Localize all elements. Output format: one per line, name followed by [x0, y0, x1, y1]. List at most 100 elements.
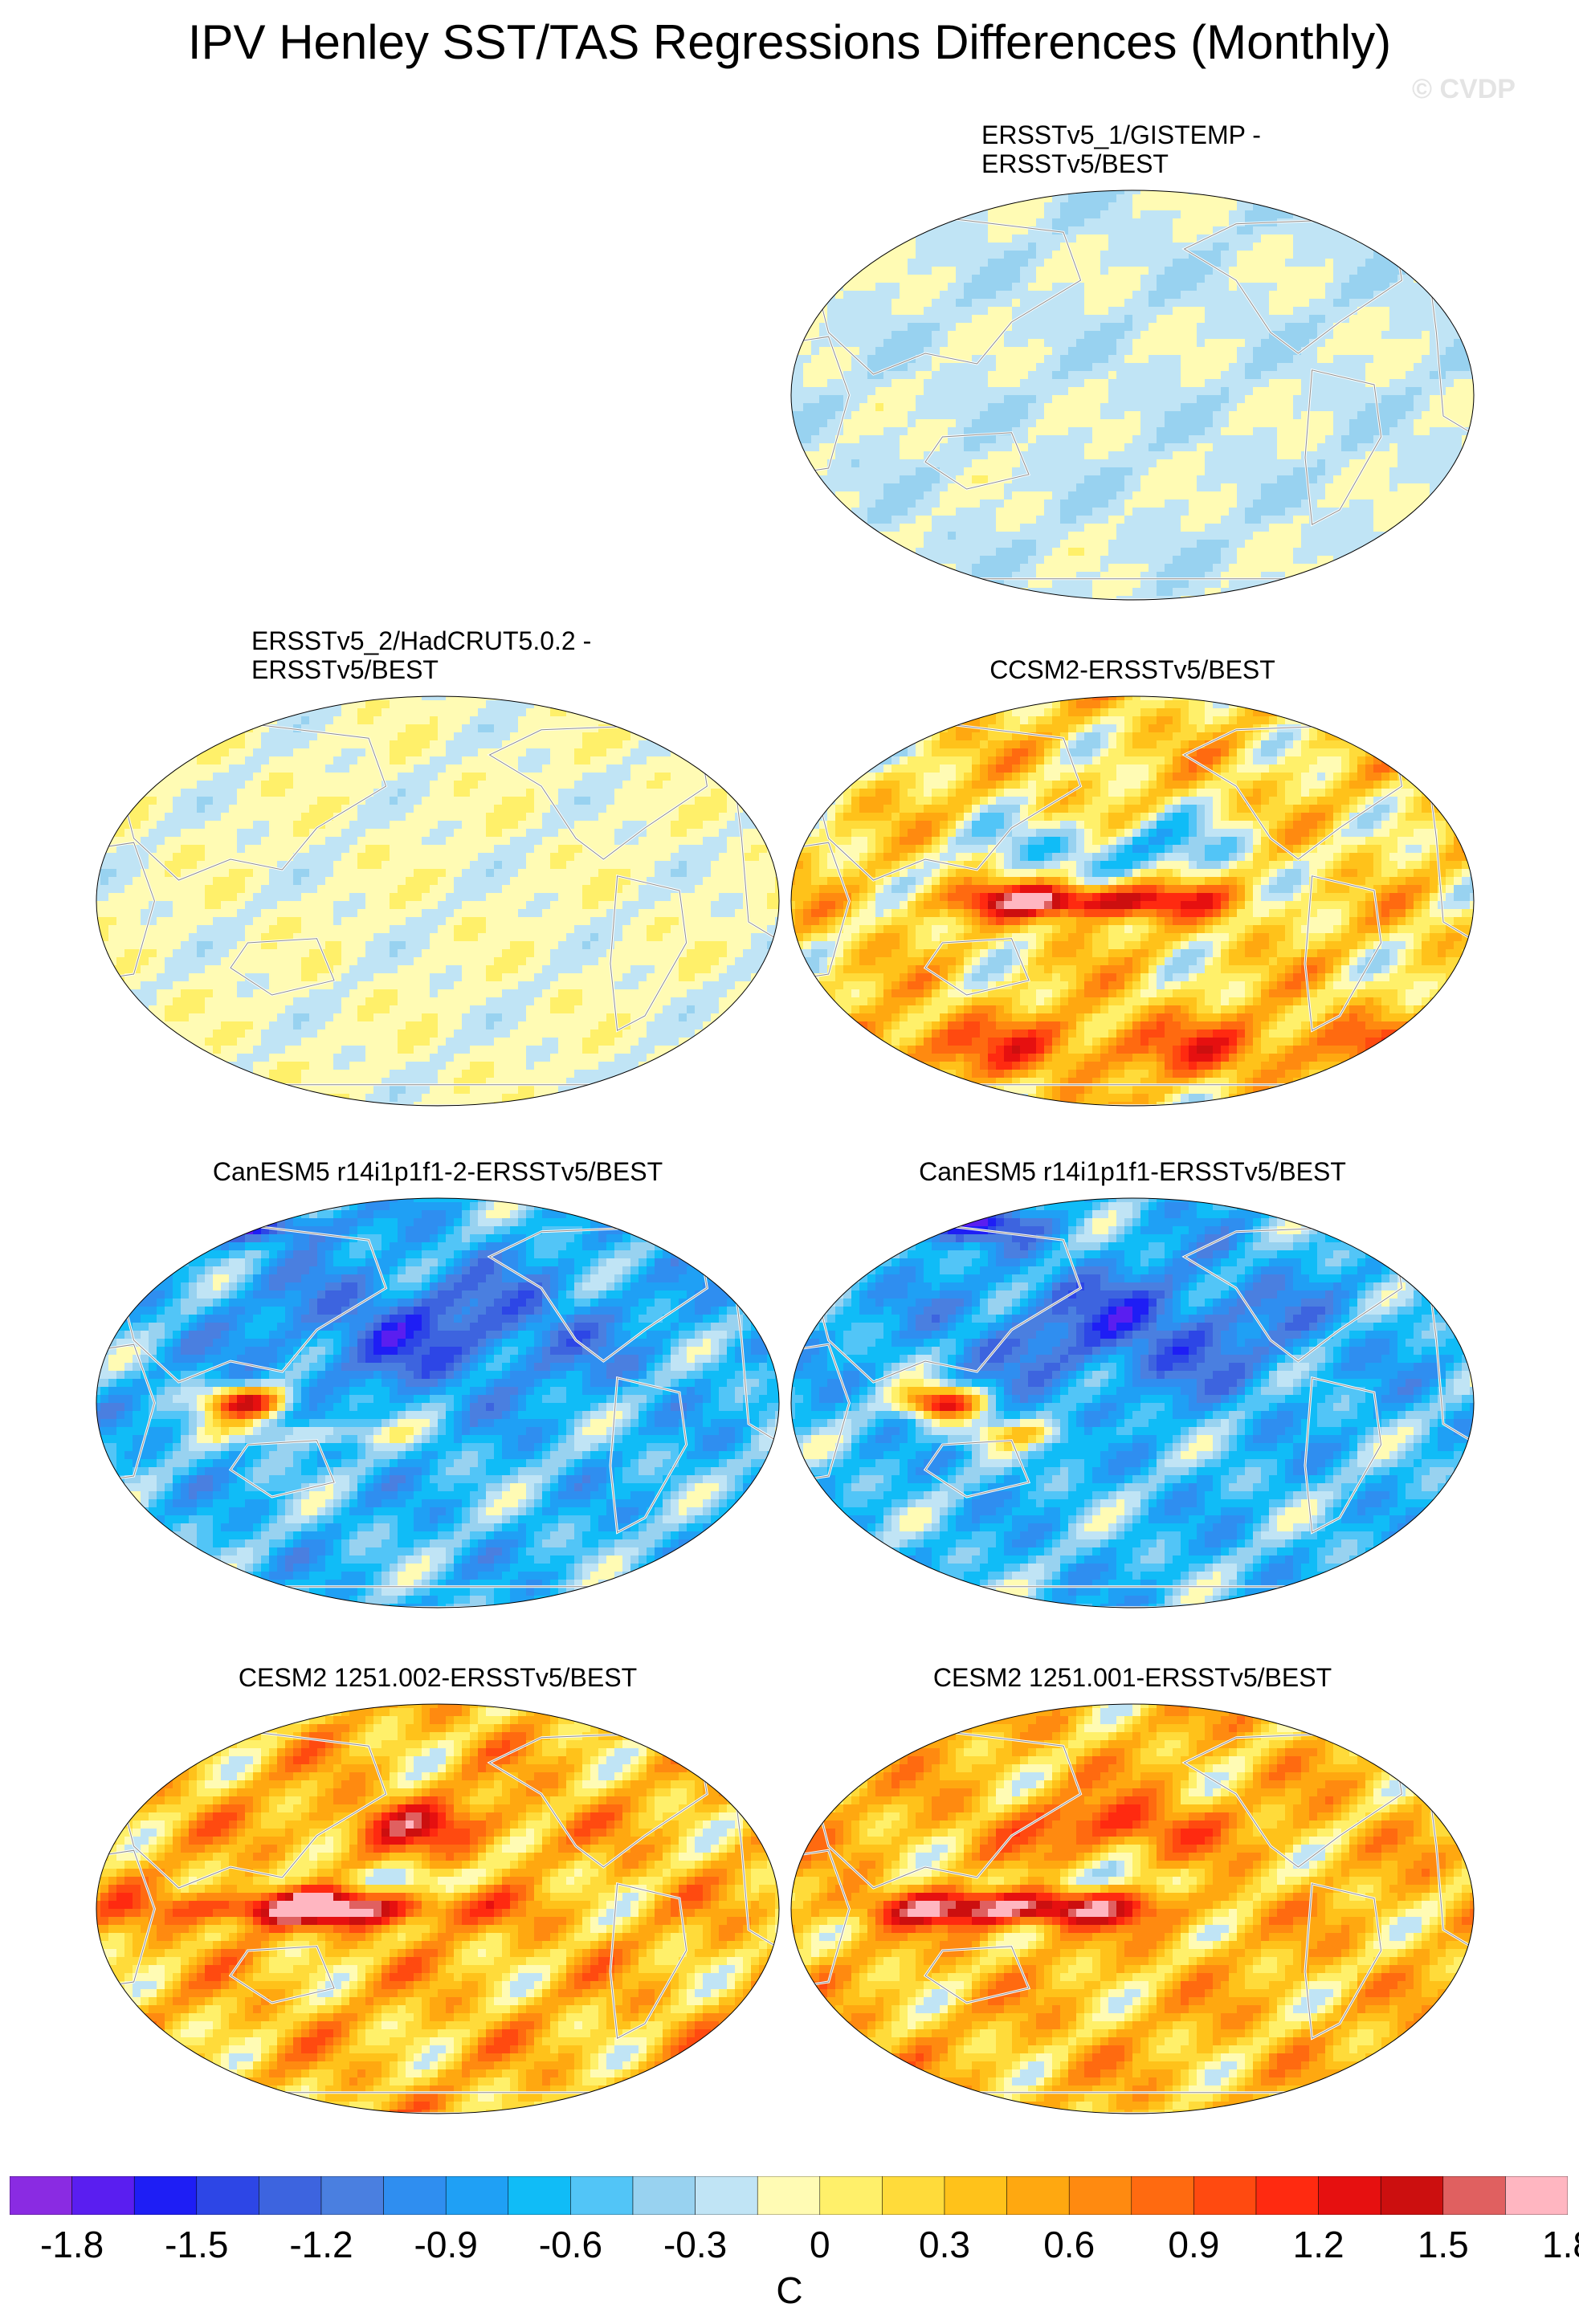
map-cell — [1349, 226, 1358, 235]
map-cell — [1213, 243, 1222, 251]
map-cell — [1406, 459, 1414, 468]
map-cell — [1285, 379, 1294, 388]
map-cell — [1157, 427, 1165, 436]
map-cell — [1076, 299, 1085, 308]
map-cell — [875, 226, 884, 235]
map-cell — [972, 323, 981, 332]
map-cell — [1020, 275, 1029, 283]
map-cell — [1381, 508, 1390, 516]
map-cell — [932, 251, 940, 259]
map-cell — [835, 419, 844, 428]
map-cell — [1422, 532, 1430, 540]
map-cell — [1044, 524, 1053, 532]
map-cell — [1044, 499, 1053, 508]
map-cell — [827, 564, 836, 573]
map-cell — [1100, 596, 1109, 600]
map-cell — [1462, 580, 1471, 589]
map-cell — [916, 403, 924, 412]
map-cell — [301, 716, 310, 725]
map-cell — [1462, 475, 1471, 484]
map-cell — [1373, 283, 1382, 292]
map-cell — [1052, 411, 1061, 420]
map-cell — [751, 716, 760, 725]
map-cell — [835, 516, 844, 524]
map-cell — [494, 732, 503, 741]
map-cell — [851, 275, 860, 283]
map-cell — [1012, 427, 1021, 436]
map-cell — [1173, 387, 1181, 396]
map-cell — [1157, 355, 1165, 364]
map-cell — [1173, 411, 1181, 420]
map-cell — [1221, 556, 1230, 565]
map-cell — [1301, 387, 1310, 396]
map-cell — [908, 371, 916, 380]
map-cell — [1333, 403, 1342, 412]
map-cell — [1068, 459, 1077, 468]
map-cell — [1084, 564, 1093, 573]
map-cell — [1446, 210, 1455, 219]
map-cell — [1261, 226, 1270, 235]
map-cell — [916, 588, 924, 597]
map-cell — [827, 499, 836, 508]
map-cell — [1454, 475, 1463, 484]
map-cell — [1149, 323, 1157, 332]
map-cell — [1173, 516, 1181, 524]
map-cell — [940, 194, 949, 203]
map-cell — [875, 371, 884, 380]
map-cell — [1381, 259, 1390, 267]
map-cell — [1365, 226, 1374, 235]
map-cell — [1422, 427, 1430, 436]
map-cell — [1028, 532, 1037, 540]
map-cell — [1381, 588, 1390, 597]
map-cell — [1165, 243, 1173, 251]
map-cell — [1157, 283, 1165, 292]
map-cell — [972, 524, 981, 532]
map-cell — [867, 267, 876, 275]
map-cell — [1092, 427, 1101, 436]
map-cell — [835, 467, 844, 476]
map-cell — [639, 732, 647, 741]
map-cell — [309, 724, 318, 733]
map-cell — [1245, 299, 1254, 308]
map-cell — [859, 299, 868, 308]
map-cell — [711, 708, 720, 717]
map-cell — [767, 696, 776, 701]
map-cell — [1140, 267, 1149, 275]
map-cell — [908, 194, 916, 203]
map-cell — [293, 732, 302, 741]
map-cell — [1365, 427, 1374, 436]
map-cell — [900, 532, 908, 540]
map-cell — [1197, 524, 1206, 532]
map-cell — [835, 210, 844, 219]
map-cell — [1028, 475, 1037, 484]
map-cell — [1116, 307, 1125, 316]
map-cell — [859, 467, 868, 476]
map-cell — [803, 251, 812, 259]
map-cell — [851, 564, 860, 573]
map-cell — [1277, 331, 1286, 340]
map-cell — [972, 475, 981, 484]
map-cell — [1277, 524, 1286, 532]
map-cell — [1221, 307, 1230, 316]
map-cell — [1406, 580, 1414, 589]
map-cell — [1406, 363, 1414, 372]
map-cell — [1221, 419, 1230, 428]
map-cell — [1277, 556, 1286, 565]
map-cell — [1100, 532, 1109, 540]
map-cell — [149, 696, 157, 701]
map-cell — [1197, 371, 1206, 380]
map-cell — [1205, 451, 1214, 460]
map-cell — [875, 331, 884, 340]
map-cell — [932, 283, 940, 292]
map-cell — [1060, 371, 1069, 380]
map-cell — [590, 732, 599, 741]
map-cell — [1181, 419, 1189, 428]
map-cell — [1221, 564, 1230, 573]
map-cell — [462, 716, 471, 725]
map-cell — [1108, 275, 1117, 283]
map-cell — [1173, 243, 1181, 251]
map-cell — [1349, 267, 1358, 275]
map-cell — [1076, 588, 1085, 597]
map-cell — [430, 724, 439, 733]
map-cell — [1237, 451, 1246, 460]
